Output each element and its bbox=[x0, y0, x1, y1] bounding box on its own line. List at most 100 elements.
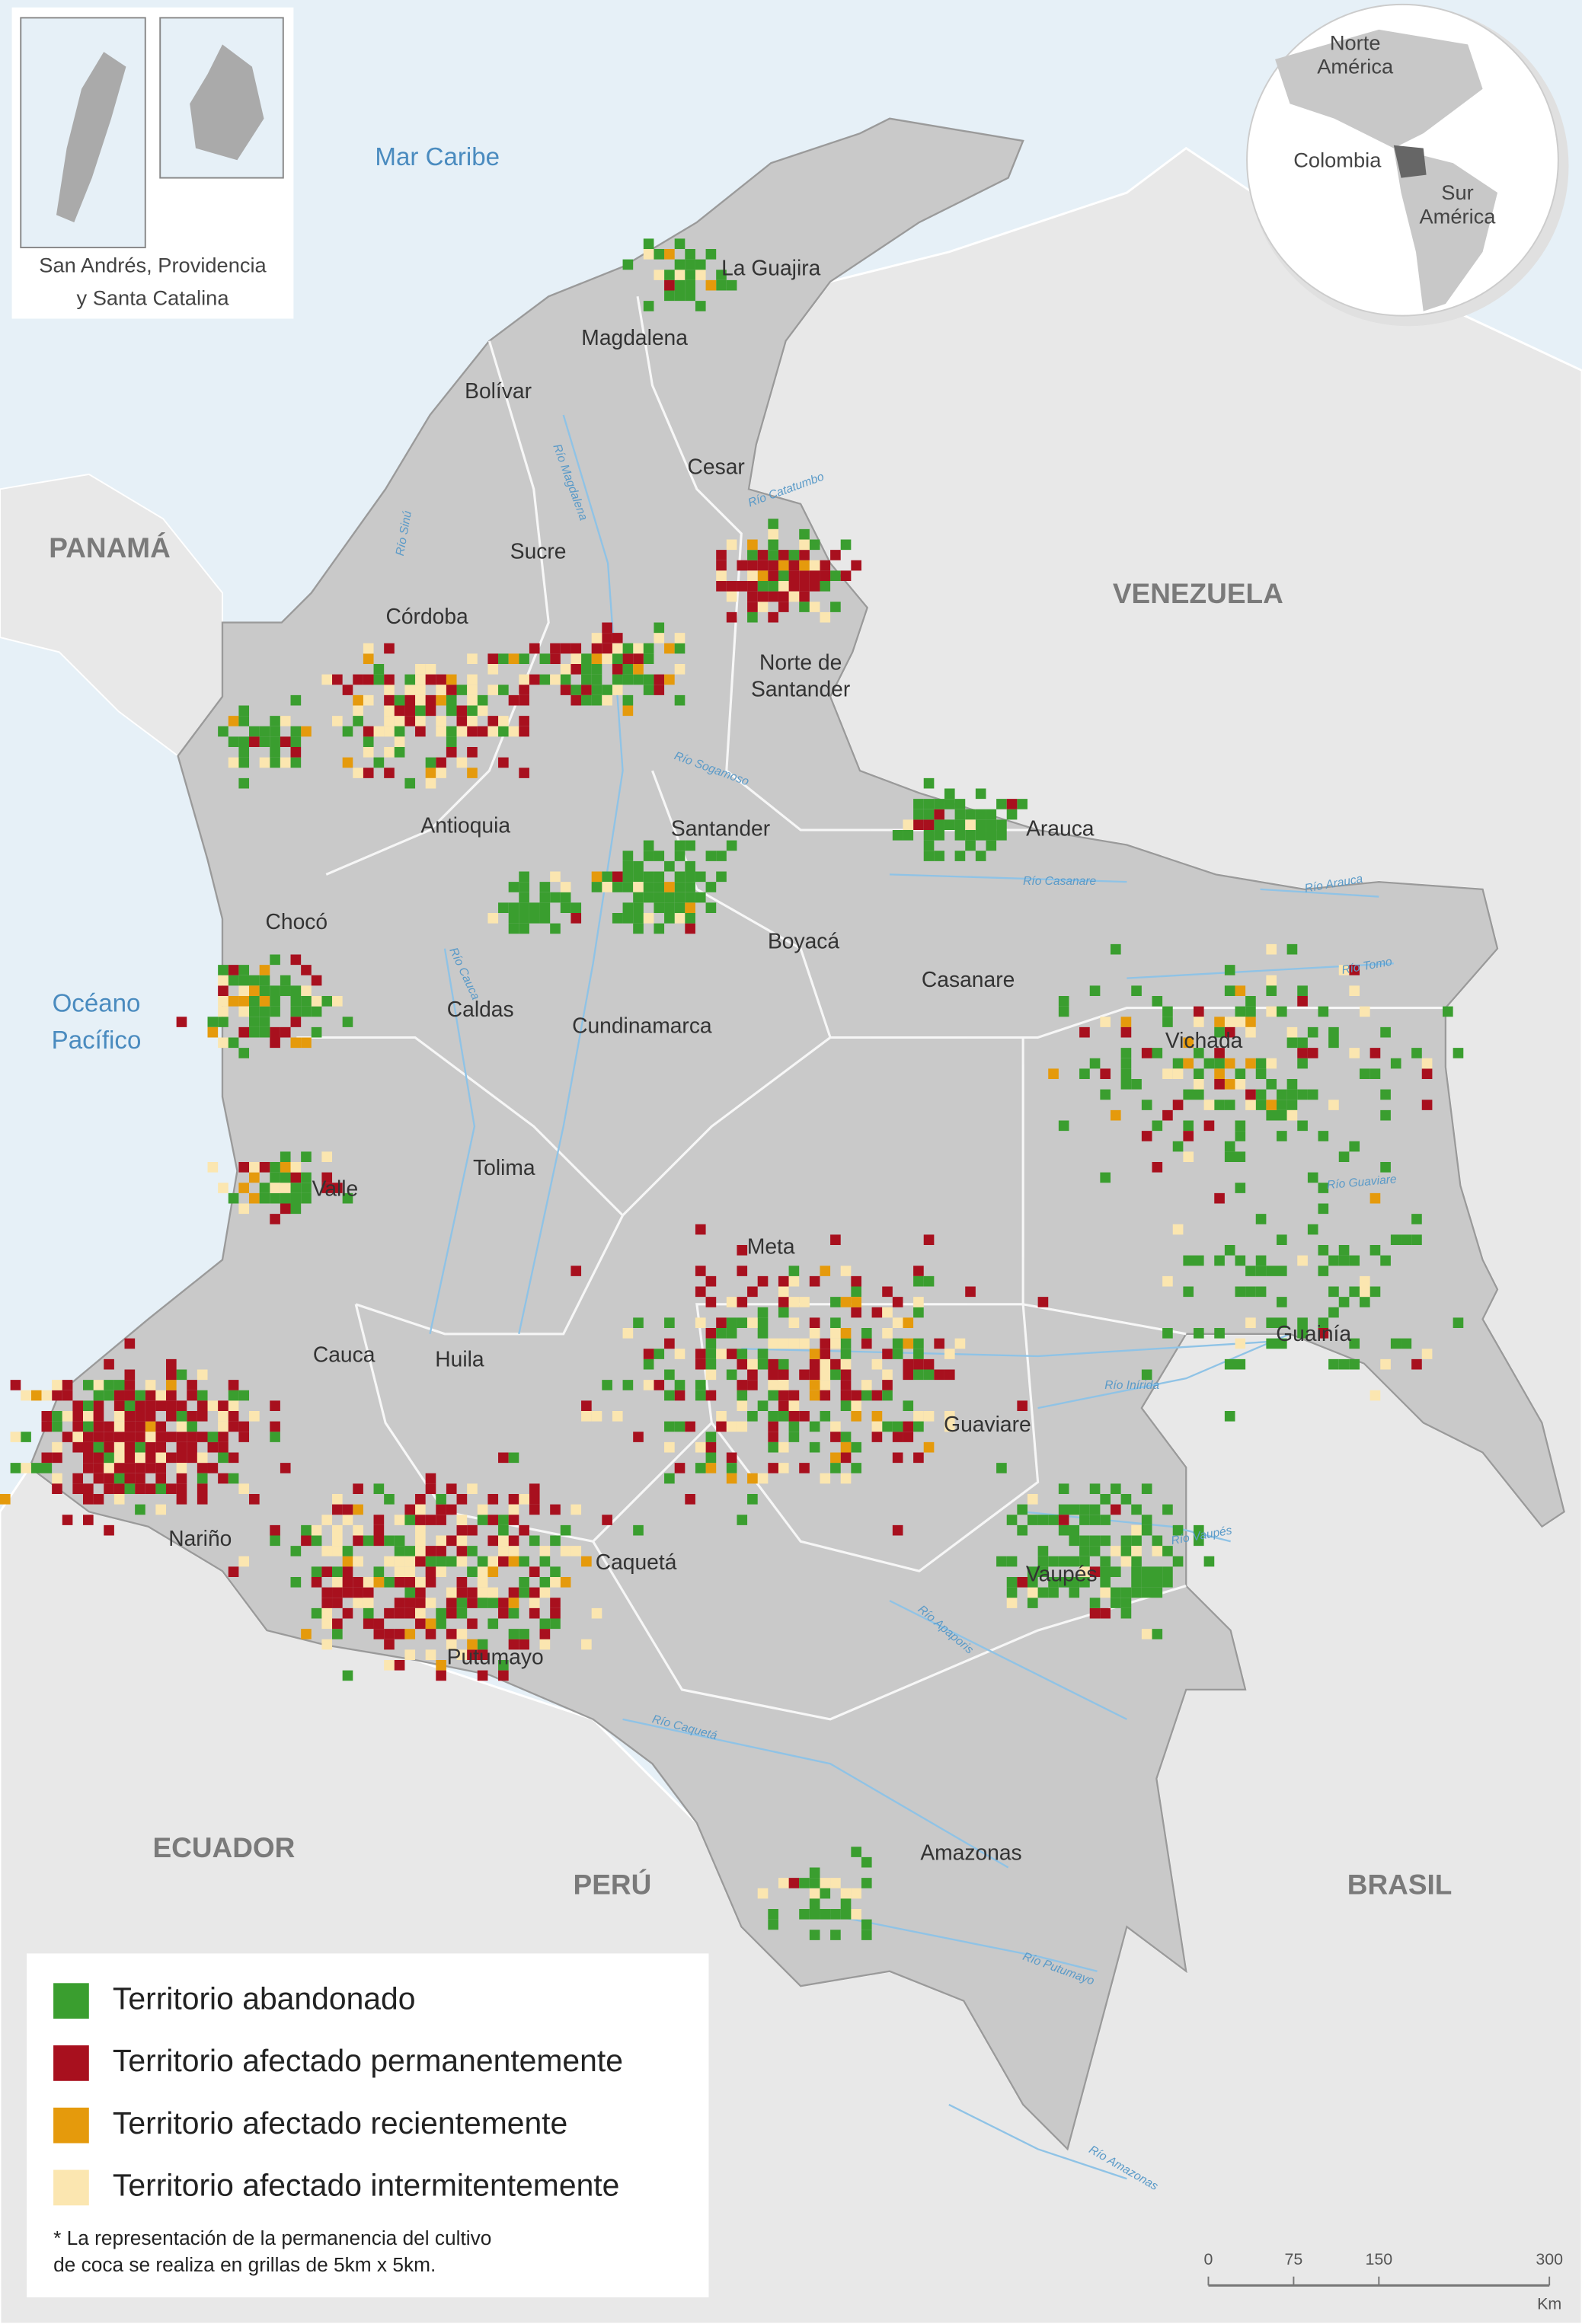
coca-cell bbox=[788, 560, 800, 571]
coca-cell bbox=[1048, 1515, 1059, 1525]
coca-cell bbox=[757, 570, 769, 581]
coca-cell bbox=[539, 1556, 551, 1567]
coca-cell bbox=[570, 694, 582, 706]
coca-cell bbox=[104, 1473, 114, 1484]
coca-cell bbox=[113, 1380, 125, 1390]
coca-cell bbox=[1255, 1089, 1267, 1100]
coca-cell bbox=[228, 975, 239, 986]
coca-cell bbox=[446, 1629, 457, 1639]
department-label: Guaviare bbox=[944, 1412, 1031, 1436]
coca-cell bbox=[104, 1432, 114, 1442]
coca-cell bbox=[633, 923, 644, 934]
coca-cell bbox=[809, 539, 820, 551]
coca-cell bbox=[643, 1380, 654, 1390]
coca-cell bbox=[508, 726, 519, 737]
coca-cell bbox=[280, 1162, 291, 1173]
coca-cell bbox=[446, 1556, 457, 1567]
coca-cell bbox=[508, 902, 519, 913]
coca-cell bbox=[1120, 1026, 1132, 1038]
coca-cell bbox=[290, 1037, 302, 1049]
coca-cell bbox=[674, 279, 686, 291]
coca-cell bbox=[384, 1577, 395, 1588]
coca-cell bbox=[685, 871, 695, 883]
coca-cell bbox=[145, 1452, 156, 1464]
coca-cell bbox=[996, 819, 1007, 830]
coca-cell bbox=[716, 1349, 727, 1359]
coca-cell bbox=[135, 1452, 145, 1464]
coca-cell bbox=[633, 892, 644, 903]
coca-cell bbox=[747, 1473, 758, 1484]
coca-cell bbox=[809, 560, 820, 571]
coca-cell bbox=[342, 1556, 353, 1567]
coca-cell bbox=[321, 1183, 333, 1193]
coca-cell bbox=[498, 1524, 509, 1536]
coca-cell bbox=[1162, 1546, 1173, 1556]
department-label: Valle bbox=[312, 1176, 359, 1200]
coca-cell bbox=[384, 1556, 395, 1567]
coca-cell bbox=[539, 902, 551, 913]
coca-cell bbox=[228, 1400, 239, 1411]
coca-cell bbox=[685, 840, 695, 851]
coca-cell bbox=[218, 1037, 229, 1049]
coca-cell bbox=[487, 1566, 499, 1577]
coca-cell bbox=[612, 664, 623, 675]
coca-cell bbox=[519, 1556, 529, 1567]
coca-cell bbox=[166, 1358, 177, 1370]
coca-cell bbox=[93, 1441, 104, 1453]
coca-cell bbox=[581, 1556, 592, 1567]
coca-cell bbox=[737, 1421, 748, 1432]
coca-cell bbox=[903, 819, 914, 830]
coca-cell bbox=[1255, 1100, 1267, 1110]
coca-cell bbox=[259, 1183, 270, 1193]
coca-cell bbox=[923, 799, 935, 809]
coca-cell bbox=[270, 736, 280, 747]
coca-cell bbox=[1110, 1587, 1121, 1598]
coca-cell bbox=[238, 1203, 250, 1215]
coca-cell bbox=[809, 1328, 820, 1339]
coca-cell bbox=[373, 1483, 385, 1494]
coca-cell bbox=[259, 1026, 270, 1038]
coca-cell bbox=[840, 1441, 852, 1453]
coca-cell bbox=[1421, 1100, 1433, 1110]
coca-cell bbox=[654, 1380, 665, 1390]
coca-cell bbox=[1048, 1068, 1059, 1079]
department-label: Amazonas bbox=[920, 1840, 1021, 1864]
coca-cell bbox=[259, 975, 270, 986]
coca-cell bbox=[1048, 1577, 1059, 1588]
coca-cell bbox=[726, 840, 737, 851]
coca-cell bbox=[1141, 1577, 1152, 1588]
coca-cell bbox=[560, 664, 571, 675]
coca-cell bbox=[674, 270, 686, 280]
coca-cell bbox=[570, 664, 582, 675]
coca-cell bbox=[104, 1380, 114, 1390]
coca-cell bbox=[1328, 1286, 1339, 1298]
coca-cell bbox=[570, 653, 582, 664]
coca-cell bbox=[467, 716, 478, 726]
coca-cell bbox=[986, 830, 997, 841]
coca-cell bbox=[674, 1380, 686, 1390]
coca-cell bbox=[72, 1421, 84, 1432]
coca-cell bbox=[342, 1587, 353, 1598]
coca-cell bbox=[83, 1494, 94, 1505]
coca-cell bbox=[768, 1441, 778, 1453]
coca-cell bbox=[674, 1463, 686, 1473]
coca-cell bbox=[550, 1566, 561, 1577]
coca-cell bbox=[228, 1566, 239, 1577]
coca-cell bbox=[436, 1535, 446, 1547]
coca-cell bbox=[456, 1524, 468, 1536]
coca-cell bbox=[1027, 1587, 1038, 1598]
coca-cell bbox=[944, 788, 955, 800]
coca-cell bbox=[768, 1919, 778, 1930]
coca-cell bbox=[176, 1463, 187, 1473]
coca-cell bbox=[446, 674, 457, 685]
coca-cell bbox=[155, 1473, 167, 1484]
coca-cell bbox=[1307, 1026, 1318, 1038]
inset-label: y Santa Catalina bbox=[77, 286, 230, 309]
coca-cell bbox=[207, 1400, 219, 1411]
country-label: PERÚ bbox=[574, 1869, 652, 1901]
coca-cell bbox=[1152, 1120, 1163, 1132]
coca-cell bbox=[1255, 1068, 1267, 1079]
coca-cell bbox=[913, 1349, 924, 1359]
coca-cell bbox=[664, 249, 675, 260]
coca-cell bbox=[1411, 1048, 1422, 1058]
